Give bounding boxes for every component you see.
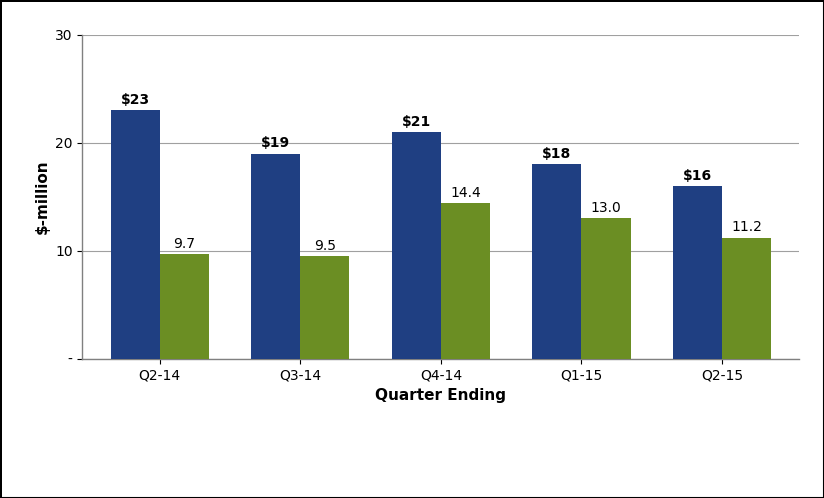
Text: $23: $23 xyxy=(120,93,150,107)
Text: 14.4: 14.4 xyxy=(450,186,481,200)
X-axis label: Quarter Ending: Quarter Ending xyxy=(376,388,506,403)
Text: 11.2: 11.2 xyxy=(731,221,762,235)
Bar xyxy=(672,186,722,359)
Bar xyxy=(391,132,441,359)
Text: 9.7: 9.7 xyxy=(173,237,195,250)
Text: 9.5: 9.5 xyxy=(314,239,336,253)
Text: $21: $21 xyxy=(401,115,431,128)
Y-axis label: $-million: $-million xyxy=(35,159,49,234)
Text: $19: $19 xyxy=(261,136,290,150)
Bar xyxy=(300,256,349,359)
Bar xyxy=(532,164,582,359)
Bar xyxy=(582,218,630,359)
Bar xyxy=(110,111,160,359)
Bar xyxy=(722,238,771,359)
Text: $18: $18 xyxy=(542,147,571,161)
Text: 13.0: 13.0 xyxy=(591,201,621,215)
Bar xyxy=(251,153,300,359)
Bar xyxy=(441,203,490,359)
Bar xyxy=(160,254,209,359)
Text: $16: $16 xyxy=(683,169,712,183)
